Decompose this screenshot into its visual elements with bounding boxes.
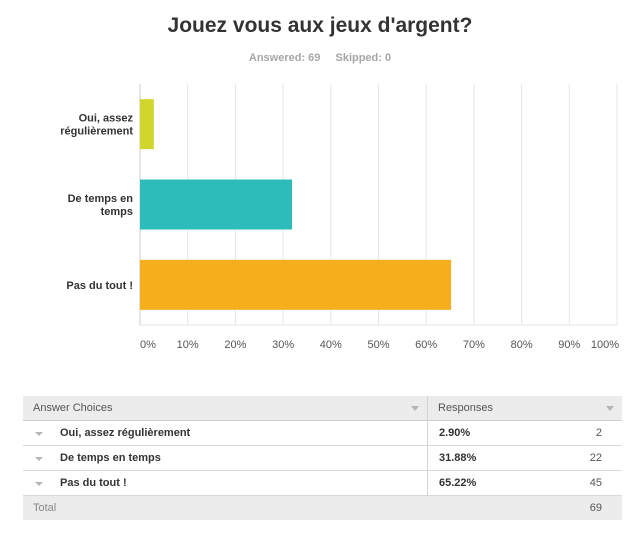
answer-choices-header-label: Answer Choices: [33, 402, 113, 414]
bar-chart: 0% 10% 20% 30% 40% 50% 60% 70% 80% 90% 100% Oui, as…: [60, 84, 619, 351]
x-tick-label: 40%: [320, 339, 342, 351]
total-label: Total: [33, 502, 57, 514]
response-count: 45: [589, 477, 602, 489]
answered-count: Answered: 69: [248, 52, 321, 64]
answer-choices-header[interactable]: Answer Choices: [23, 396, 428, 421]
expand-caret-icon[interactable]: [35, 482, 43, 486]
x-tick-label: 100%: [591, 339, 619, 351]
sort-arrow-icon[interactable]: [606, 406, 614, 411]
chart-title: Jouez vous aux jeux d'argent?: [167, 14, 473, 37]
table-row: Oui, assez régulièrement 2.90% 2: [23, 420, 622, 446]
skipped-count: Skipped: 0: [335, 52, 392, 64]
category-label: Pas du tout !: [66, 280, 133, 292]
x-tick-label: 70%: [463, 339, 485, 351]
x-tick-label: 60%: [415, 339, 437, 351]
answer-choice-label: De temps en temps: [60, 452, 161, 464]
answer-choice-label: Pas du tout !: [60, 477, 127, 489]
response-stats: Answered: 69 Skipped: 0: [0, 52, 640, 64]
table-header-row: Answer Choices Responses: [23, 396, 622, 421]
sort-arrow-icon[interactable]: [411, 406, 419, 411]
response-count: 22: [589, 452, 602, 464]
responses-header[interactable]: Responses: [427, 396, 622, 421]
table-total-row: Total 69: [23, 495, 622, 520]
x-tick-label: 20%: [224, 339, 246, 351]
table-row: De temps en temps 31.88% 22: [23, 445, 622, 471]
x-tick-label: 80%: [511, 339, 533, 351]
responses-table: Answer Choices Responses Oui, assez régu…: [23, 396, 622, 520]
x-tick-label: 10%: [177, 339, 199, 351]
x-tick-label: 30%: [272, 339, 294, 351]
expand-caret-icon[interactable]: [35, 457, 43, 461]
expand-caret-icon[interactable]: [35, 432, 43, 436]
x-tick-label: 90%: [558, 339, 580, 351]
category-label: De temps en temps: [68, 193, 134, 218]
response-percent: 65.22%: [439, 477, 477, 489]
response-count: 2: [595, 427, 602, 439]
category-label: Oui, assez régulièrement: [60, 113, 133, 138]
bar: [140, 99, 154, 150]
response-percent: 2.90%: [439, 427, 471, 439]
total-value: 69: [589, 502, 602, 514]
answer-choice-label: Oui, assez régulièrement: [60, 427, 191, 439]
x-tick-label: 0%: [140, 339, 156, 351]
table-row: Pas du tout ! 65.22% 45: [23, 470, 622, 496]
responses-header-label: Responses: [438, 402, 494, 414]
bar: [140, 259, 452, 310]
bar: [140, 179, 293, 230]
response-percent: 31.88%: [439, 452, 477, 464]
x-tick-label: 50%: [367, 339, 389, 351]
